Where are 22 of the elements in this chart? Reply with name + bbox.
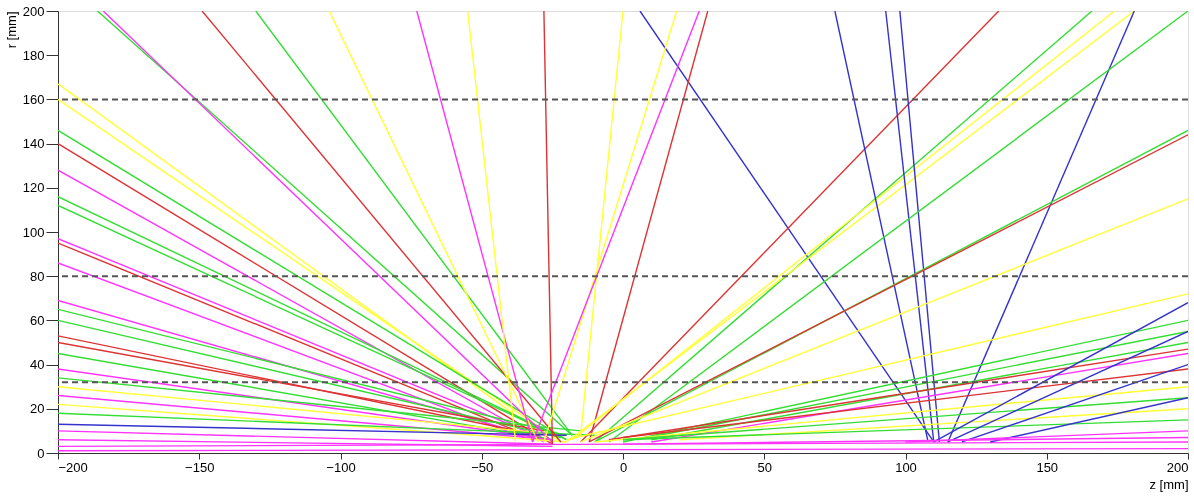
- x-tick-label: −150: [185, 459, 215, 475]
- y-tick-label: 100: [22, 224, 45, 240]
- x-tick-label: 50: [757, 459, 772, 475]
- y-tick-label: 160: [22, 91, 45, 107]
- y-tick-label: 40: [30, 357, 45, 373]
- x-tick-label: 150: [1036, 459, 1059, 475]
- y-axis-title: r [mm]: [3, 11, 19, 49]
- y-tick-label: 60: [30, 312, 45, 328]
- y-tick-label: 20: [30, 401, 45, 417]
- x-tick-label: 200: [1166, 459, 1189, 475]
- y-tick-label: 140: [22, 136, 45, 152]
- x-tick-label: 100: [895, 459, 917, 475]
- y-tick-label: 120: [22, 180, 45, 196]
- x-axis-title: z [mm]: [1149, 476, 1189, 492]
- y-tick-label: 180: [22, 47, 45, 63]
- x-tick-label: 0: [619, 459, 628, 475]
- y-tick-label: 200: [22, 3, 45, 19]
- y-tick-label: 0: [37, 445, 45, 461]
- y-tick-label: 80: [30, 268, 45, 284]
- x-tick-label: −50: [471, 459, 494, 475]
- x-tick-label: −100: [326, 459, 356, 475]
- x-tick-label: −200: [58, 459, 88, 475]
